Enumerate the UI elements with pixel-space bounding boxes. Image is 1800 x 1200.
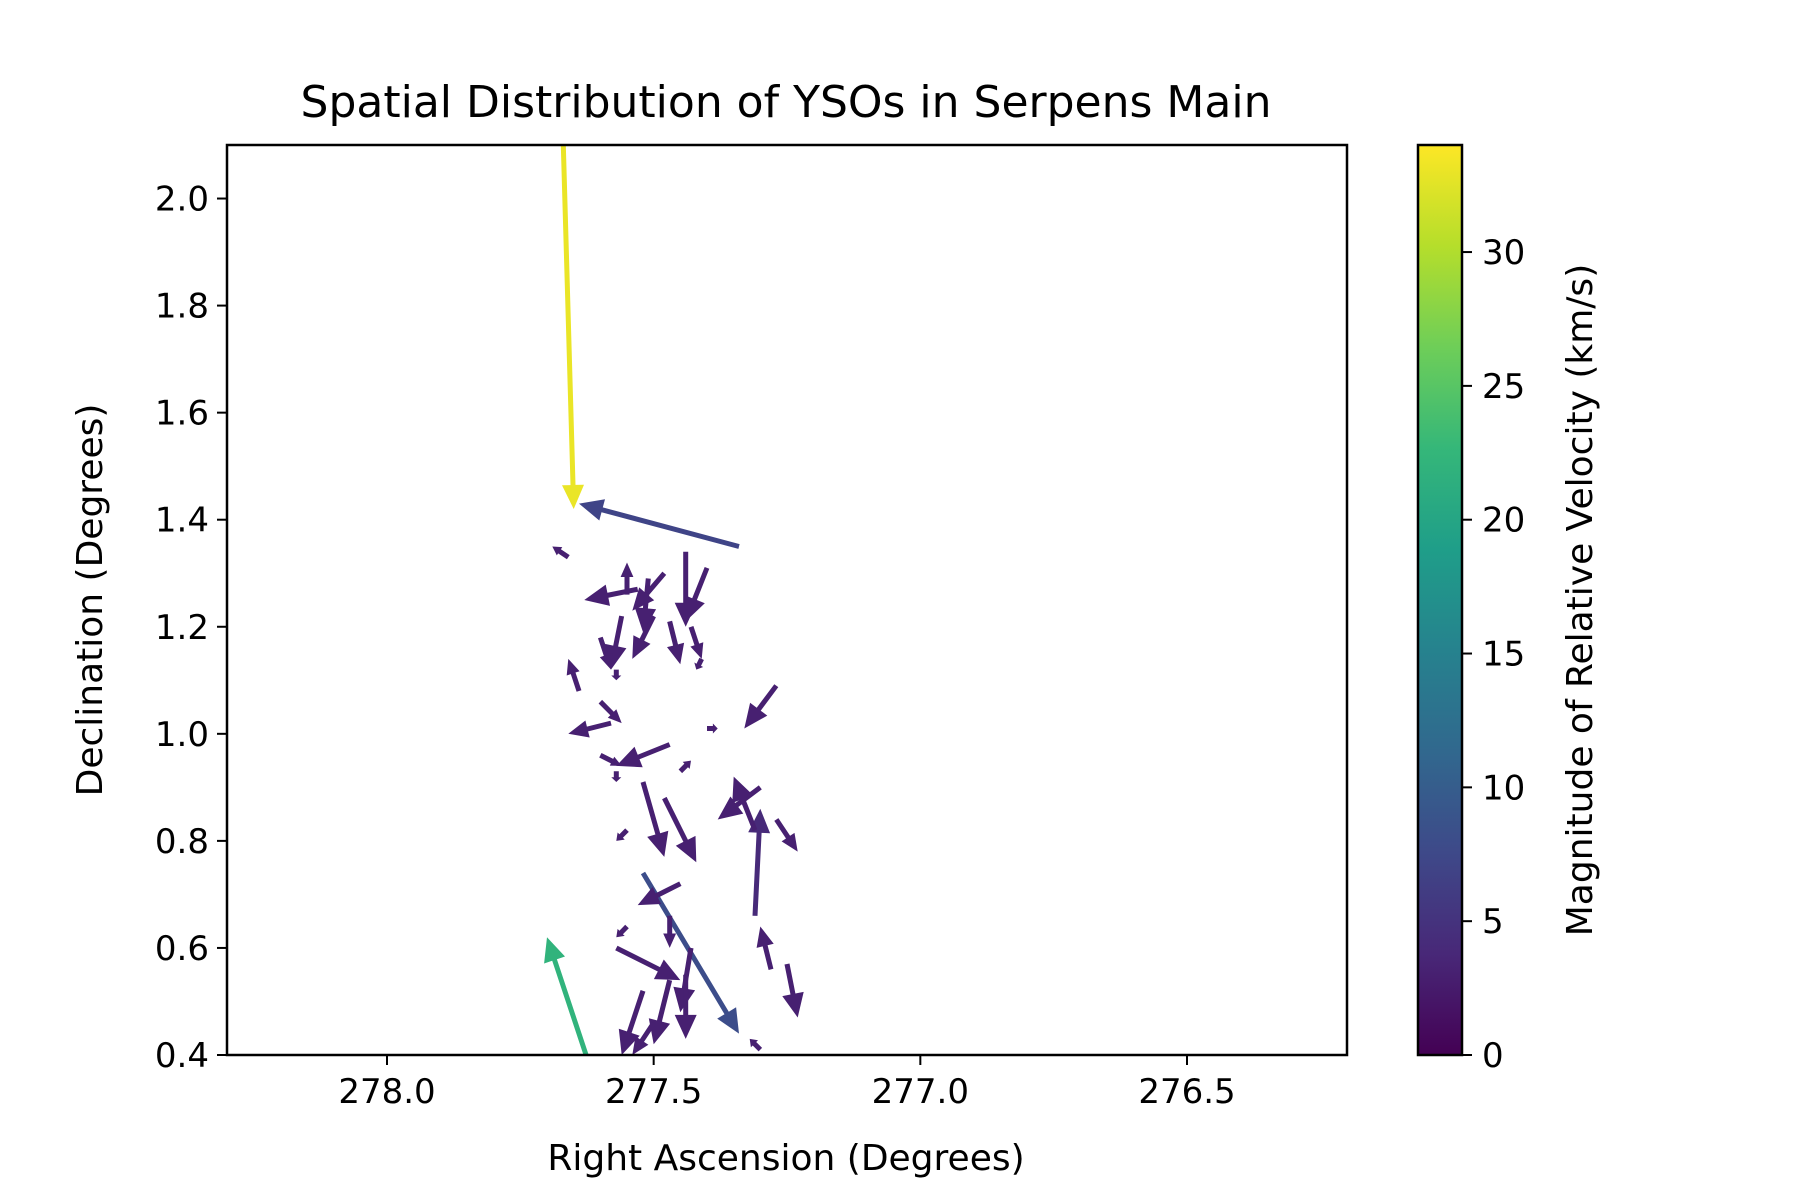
chart-title: Spatial Distribution of YSOs in Serpens …	[301, 77, 1272, 128]
velocity-arrow	[566, 658, 582, 692]
velocity-arrow	[544, 937, 589, 1055]
y-tick-label: 1.4	[155, 501, 209, 541]
velocity-arrow	[560, 145, 584, 509]
velocity-arrow	[632, 1021, 656, 1055]
velocity-arrow	[667, 620, 685, 665]
velocity-arrow	[611, 771, 622, 782]
velocity-arrow	[749, 1038, 763, 1052]
velocity-arrow	[632, 614, 656, 659]
colorbar	[1416, 143, 1464, 1057]
velocity-arrow	[774, 818, 798, 852]
x-tick-label: 277.0	[872, 1072, 969, 1112]
velocity-arrow	[674, 974, 697, 1039]
colorbar-tick-label: 25	[1482, 367, 1525, 407]
velocity-arrow	[694, 657, 704, 670]
velocity-arrow	[618, 990, 646, 1055]
colorbar-tick-label: 5	[1482, 902, 1504, 942]
y-tick-label: 2.0	[155, 180, 209, 220]
velocity-arrow	[634, 578, 657, 633]
y-tick-label: 1.8	[155, 287, 209, 327]
x-axis-label: Right Ascension (Degrees)	[547, 1138, 1024, 1179]
velocity-arrow	[620, 562, 634, 595]
velocity-arrow	[598, 636, 613, 670]
y-tick-label: 1.2	[155, 608, 209, 648]
y-axis-label: Declination (Degrees)	[70, 404, 111, 797]
x-tick-label: 278.0	[338, 1072, 435, 1112]
y-tick-label: 1.0	[155, 715, 209, 755]
x-axis-ticks: 278.0 277.5 277.0 276.5	[338, 1055, 1236, 1112]
velocity-arrow	[707, 723, 718, 734]
velocity-arrow	[756, 926, 774, 970]
velocity-arrow	[782, 963, 804, 1018]
velocity-arrow	[599, 753, 622, 766]
velocity-arrow	[648, 979, 673, 1045]
velocity-arrow	[616, 742, 671, 768]
velocity-arrow	[662, 796, 697, 863]
velocity-arrow	[663, 915, 677, 948]
plot-frame	[225, 143, 1349, 1057]
x-tick-label: 277.5	[605, 1072, 702, 1112]
velocity-arrow	[744, 684, 779, 729]
y-tick-label: 0.6	[155, 929, 209, 969]
colorbar-tick-label: 15	[1482, 635, 1525, 675]
y-axis-ticks: 0.4 0.6 0.8 1.0 1.2 1.4 1.6 1.8 2.0	[155, 180, 227, 1076]
colorbar-label: Magnitude of Relative Velocity (km/s)	[1560, 264, 1601, 937]
velocity-arrow	[615, 945, 681, 981]
velocity-arrow	[748, 808, 771, 916]
velocity-arrow	[616, 924, 629, 938]
colorbar-ticks: 0 5 10 15 20 25 30	[1462, 233, 1525, 1076]
x-tick-label: 276.5	[1138, 1072, 1235, 1112]
velocity-arrow	[678, 760, 691, 774]
velocity-arrow	[598, 699, 622, 724]
velocity-arrow	[579, 499, 740, 549]
velocity-arrow	[640, 781, 669, 857]
colorbar-tick-label: 20	[1482, 501, 1525, 541]
velocity-arrow	[684, 567, 710, 622]
colorbar-tick-label: 10	[1482, 768, 1525, 808]
velocity-arrow	[688, 626, 704, 659]
y-tick-label: 0.4	[155, 1036, 209, 1076]
velocity-arrow	[611, 669, 622, 681]
arrow-layer	[544, 145, 804, 1055]
velocity-arrow	[552, 546, 570, 560]
y-tick-label: 0.8	[155, 822, 209, 862]
velocity-arrow	[568, 720, 612, 738]
y-tick-label: 1.6	[155, 394, 209, 434]
colorbar-tick-label: 30	[1482, 233, 1525, 273]
velocity-arrow	[616, 828, 629, 841]
velocity-arrow	[637, 881, 682, 906]
colorbar-tick-label: 0	[1482, 1036, 1504, 1076]
velocity-arrow	[732, 776, 758, 832]
velocity-arrow	[584, 584, 639, 606]
